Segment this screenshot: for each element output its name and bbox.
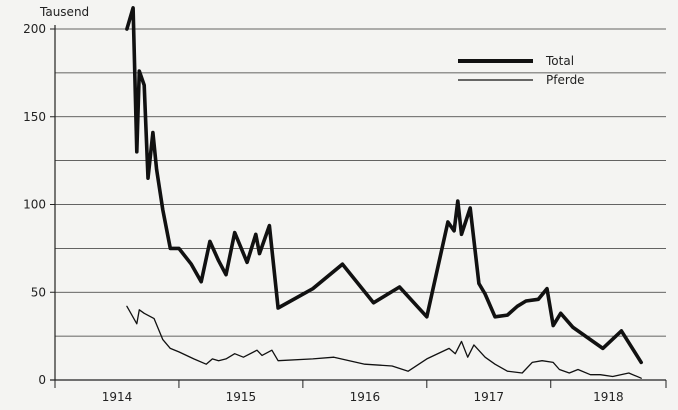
y-tick-label: 50	[31, 285, 46, 299]
series-line-pferde	[126, 305, 642, 379]
x-tick-label: 1917	[473, 390, 504, 404]
series-lines	[125, 6, 644, 379]
axes	[50, 25, 667, 388]
legend-label-pferde: Pferde	[546, 73, 585, 87]
y-tick-label: 200	[23, 22, 46, 36]
series-line-total	[125, 6, 644, 365]
x-tick-label: 1916	[350, 390, 381, 404]
y-tick-label: 100	[23, 198, 46, 212]
x-tick-label: 1918	[593, 390, 624, 404]
x-tick-labels: 1914 1915 1916 1917 1918	[102, 390, 624, 404]
x-tick-label: 1915	[226, 390, 257, 404]
x-tick-label: 1914	[102, 390, 133, 404]
y-unit-label: Tausend	[39, 5, 89, 19]
y-tick-label: 0	[38, 373, 46, 387]
y-tick-labels: 0 50 100 150 200	[23, 22, 46, 387]
legend-label-total: Total	[545, 54, 574, 68]
y-tick-label: 150	[23, 110, 46, 124]
legend: Total Pferde	[458, 54, 585, 87]
